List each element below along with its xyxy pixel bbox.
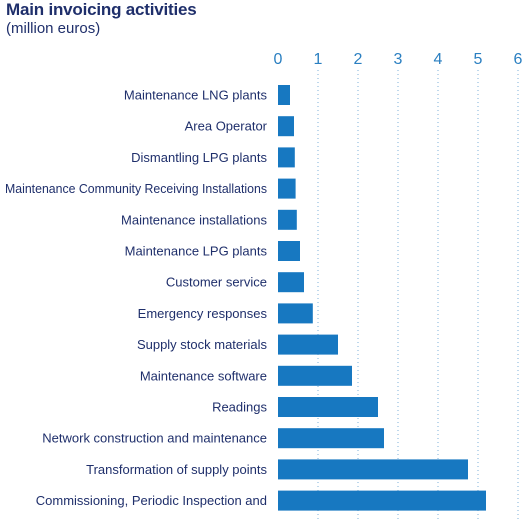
bar	[278, 428, 384, 449]
bar	[278, 209, 297, 230]
x-tick-label: 5	[474, 51, 483, 68]
bar	[278, 334, 338, 355]
category-label: Maintenance installations	[121, 212, 267, 227]
bar	[278, 303, 313, 324]
category-label: Transformation of supply points	[86, 462, 267, 477]
bar	[278, 85, 290, 105]
category-label: Customer service	[166, 275, 267, 290]
category-label: Area Operator	[185, 119, 268, 134]
bar	[278, 459, 468, 480]
bar	[278, 116, 294, 137]
bar	[278, 147, 295, 168]
bar	[278, 490, 486, 511]
bar	[278, 241, 300, 261]
bars	[278, 85, 486, 511]
bar	[278, 365, 352, 386]
bar	[278, 397, 378, 417]
x-tick-label: 1	[314, 51, 323, 68]
category-label: Dismantling LPG plants	[131, 150, 267, 165]
chart-subtitle: (million euros)	[6, 20, 101, 37]
x-tick-label: 2	[354, 51, 363, 68]
category-label: Maintenance Community Receiving Installa…	[5, 181, 267, 196]
category-label: Maintenance software	[140, 368, 267, 383]
x-tick-label: 3	[394, 51, 403, 68]
category-labels: Maintenance LNG plants Area Operator Disma…	[5, 88, 268, 509]
category-label: Maintenance LPG plants	[125, 244, 268, 259]
chart-title: Main invoicing activities	[6, 0, 197, 19]
category-label: Supply stock materials	[137, 337, 268, 352]
category-label: Emergency responses	[138, 306, 268, 321]
bar	[278, 272, 304, 293]
grid-lines	[317, 70, 519, 522]
category-label: Maintenance LNG plants	[124, 88, 268, 103]
category-label: Readings	[212, 400, 267, 415]
bar	[278, 178, 296, 199]
category-label: Network construction and maintenance	[42, 431, 267, 446]
x-tick-label: 4	[434, 51, 443, 68]
x-axis-ticks: 0 1 2 3 4 5 6	[274, 51, 523, 68]
category-label: Commissioning, Periodic Inspection and	[36, 493, 267, 508]
x-tick-label: 6	[514, 51, 523, 68]
x-tick-label: 0	[274, 51, 283, 68]
